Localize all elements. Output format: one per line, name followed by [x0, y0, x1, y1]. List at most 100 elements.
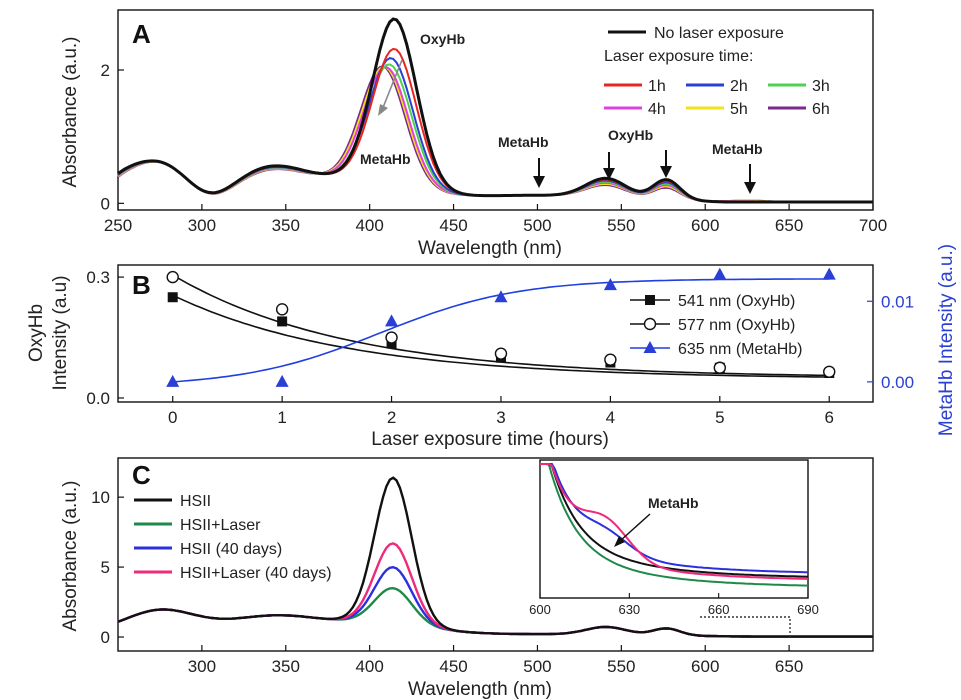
x-tick-label: 600	[691, 216, 719, 235]
annotation-metahb-635: MetaHb	[712, 141, 763, 157]
marker-circle	[166, 270, 179, 284]
series-line-6h	[117, 65, 873, 203]
x-tick-label: 1	[277, 408, 286, 427]
panel-b-legend: 541 nm (OxyHb) 577 nm (OxyHb) 635 nm (Meta…	[630, 293, 803, 358]
legend-marker-square	[645, 295, 655, 305]
y-tick-label: 0	[101, 194, 110, 213]
legend-label-6h: 6h	[812, 101, 830, 118]
panel-c-legend: HSII HSII+Laser HSII (40 days) HSII+Laser (…	[134, 493, 332, 582]
panel-c-curves	[117, 476, 873, 638]
inset-annotation-metahb: MetaHb	[648, 495, 699, 511]
panel-b: B Laser exposure time (hours) OxyHb Inte…	[26, 244, 957, 450]
legend-label-1h: 1h	[648, 78, 666, 95]
panel-b-ylabel-line2: Intensity (a.u)	[50, 275, 71, 390]
panel-c-ylabel: Absorbance (a.u.)	[60, 480, 81, 631]
annotation-metahb-500: MetaHb	[498, 134, 549, 150]
series-line-3h	[117, 63, 873, 203]
inset-series-line	[540, 463, 808, 574]
series-line-4h	[117, 65, 873, 203]
legend-label: HSII	[180, 493, 211, 510]
legend-label: 635 nm (MetaHb)	[678, 341, 803, 358]
x-tick-label: 550	[607, 216, 635, 235]
panel-c-letter: C	[132, 460, 151, 490]
legend-label: 577 nm (OxyHb)	[678, 317, 795, 334]
inset-x-tick-label: 630	[618, 602, 640, 617]
x-tick-label: 600	[691, 657, 719, 676]
legend-label: HSII (40 days)	[180, 541, 282, 558]
x-tick-label: 0	[168, 408, 177, 427]
soret-arrow-icon	[381, 59, 403, 111]
legend-label: HSII+Laser	[180, 517, 261, 534]
inset-ticks: 600 630 660 690	[529, 593, 819, 617]
panel-b-ticks: 0 1 2 3 4 5 6 0.0 0.3 0.00 0.01	[86, 268, 914, 427]
y-tick-label: 0	[101, 628, 110, 647]
x-tick-label: 650	[775, 216, 803, 235]
series-line-5h	[117, 65, 873, 203]
marker-circle	[494, 347, 508, 360]
soret-arrowhead-icon	[378, 104, 388, 116]
legend-label-no-laser: No laser exposure	[654, 25, 784, 42]
x-tick-label: 300	[188, 657, 216, 676]
panel-a: A Wavelength (nm) Absorbance (a.u.) 250 3…	[60, 9, 888, 259]
legend-label-2h: 2h	[730, 78, 748, 95]
panel-a-letter: A	[132, 19, 151, 49]
x-tick-label: 500	[523, 216, 551, 235]
panel-b-xlabel: Laser exposure time (hours)	[371, 429, 609, 450]
annotation-oxyhb-soret: OxyHb	[420, 31, 465, 47]
panel-b-curves	[166, 267, 836, 387]
marker-triangle	[166, 374, 180, 387]
y-tick-label: 0.3	[86, 268, 110, 287]
x-tick-label: 250	[104, 216, 132, 235]
marker-triangle	[603, 278, 617, 291]
inset-arrowhead-icon	[614, 536, 625, 547]
marker-square	[167, 292, 178, 303]
series-line-0	[172, 294, 830, 378]
inset-series-line	[540, 463, 809, 578]
x-tick-label: 2	[387, 408, 396, 427]
legend-label-3h: 3h	[812, 78, 830, 95]
marker-triangle	[385, 314, 399, 327]
marker-square	[277, 316, 288, 327]
inset-x-tick-label: 660	[708, 602, 730, 617]
y2-tick-label: 0.00	[881, 373, 914, 392]
arrowhead-577-icon	[660, 166, 672, 178]
panel-c-xlabel: Wavelength (nm)	[408, 679, 552, 700]
inset-curves	[540, 463, 809, 587]
legend-label: HSII+Laser (40 days)	[180, 565, 332, 582]
y-tick-label: 10	[91, 488, 110, 507]
panel-b-ylabel-line1: OxyHb	[26, 304, 47, 362]
panel-a-curves	[117, 17, 873, 204]
series-line-no-laser-exposure	[117, 17, 873, 204]
x-tick-label: 400	[355, 216, 383, 235]
x-tick-label: 650	[775, 657, 803, 676]
inset-x-tick-label: 600	[529, 602, 551, 617]
annotation-oxyhb-q: OxyHb	[608, 127, 653, 143]
zoom-region-marker	[700, 616, 791, 638]
inset-x-tick-label: 690	[797, 602, 819, 617]
x-tick-label: 700	[859, 216, 887, 235]
marker-circle	[385, 331, 398, 344]
marker-circle	[275, 303, 289, 316]
inset-series-line	[540, 463, 809, 587]
y2-tick-label: 0.01	[881, 292, 914, 311]
x-tick-label: 550	[607, 657, 635, 676]
legend-marker-circle	[643, 317, 657, 331]
panel-a-ylabel: Absorbance (a.u.)	[60, 36, 81, 187]
panel-a-frame	[117, 9, 874, 211]
panel-a-ticks: 250 300 350 400 450 500 550 600 650 700 0 2	[101, 61, 888, 235]
marker-circle	[823, 365, 836, 378]
arrowhead-635-icon	[744, 182, 756, 194]
arrowhead-500-icon	[533, 176, 545, 188]
legend-marker-triangle	[643, 341, 657, 353]
x-tick-label: 350	[272, 657, 300, 676]
panel-c-ticks: 300 350 400 450 500 550 600 650 0 5 10	[91, 488, 803, 676]
marker-circle	[604, 353, 617, 366]
panel-b-y2label: MetaHb Intensity (a.u.)	[936, 244, 957, 436]
panel-b-frame	[117, 264, 874, 403]
y-tick-label: 0.0	[86, 389, 110, 408]
x-tick-label: 450	[439, 216, 467, 235]
x-tick-label: 6	[824, 408, 833, 427]
x-tick-label: 4	[606, 408, 615, 427]
x-tick-label: 350	[272, 216, 300, 235]
